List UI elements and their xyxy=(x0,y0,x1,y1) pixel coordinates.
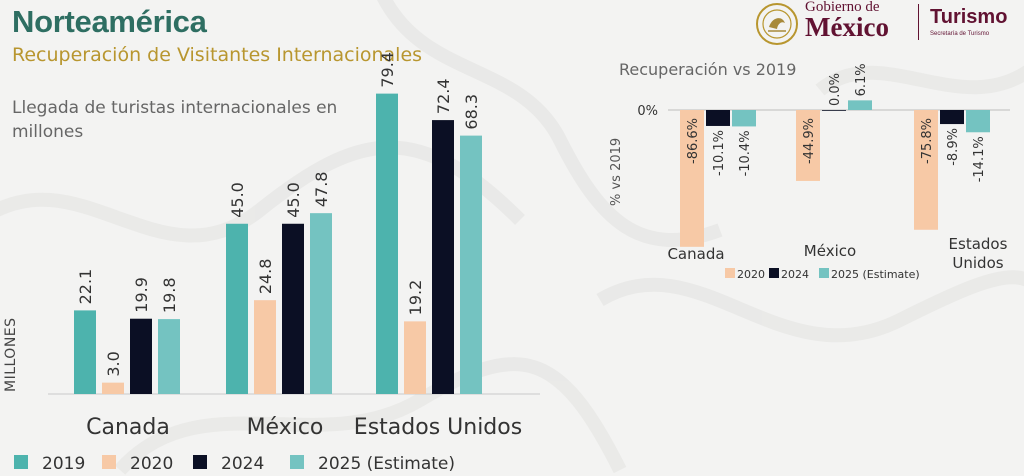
data-label: 24.8 xyxy=(256,259,275,295)
data-label: 79.4 xyxy=(378,52,397,88)
bar xyxy=(460,135,482,394)
left-chart-title: Llegada de turistas internacionales en m… xyxy=(12,98,338,142)
bar xyxy=(282,223,304,394)
bar xyxy=(376,93,398,395)
legend-swatch xyxy=(769,268,779,278)
bar xyxy=(74,310,96,394)
bar xyxy=(966,110,990,133)
data-label: -14.1% xyxy=(972,136,987,182)
legend-swatch xyxy=(193,455,207,469)
bar xyxy=(254,300,276,394)
data-label: -10.1% xyxy=(712,130,727,176)
legend-swatch xyxy=(290,455,304,469)
data-label: 45.0 xyxy=(284,182,303,218)
logo-gobierno-text: Gobierno de xyxy=(805,0,880,15)
category-label: México xyxy=(804,242,856,260)
category-label: Unidos xyxy=(952,254,1003,272)
bar xyxy=(404,321,426,394)
data-label: -86.6% xyxy=(686,118,701,164)
legend-label: 2019 xyxy=(42,454,85,474)
legend-swatch xyxy=(819,268,829,278)
category-label: Canada xyxy=(86,415,170,440)
legend-label: 2020 xyxy=(737,268,765,281)
bar xyxy=(796,110,820,181)
bar xyxy=(732,110,756,127)
data-label: 68.3 xyxy=(462,94,481,130)
logo-secretaria-text: Secretaría de Turismo xyxy=(930,31,990,37)
category-label: Canada xyxy=(667,245,724,263)
data-label: 45.0 xyxy=(228,182,247,218)
legend-swatch xyxy=(14,455,28,469)
category-label: Estados Unidos xyxy=(354,415,522,440)
right-chart-title: Recuperación vs 2019 xyxy=(619,60,797,79)
legend-swatch xyxy=(725,268,735,278)
data-label: 6.1% xyxy=(854,63,869,96)
bar xyxy=(432,120,454,395)
data-label: -75.8% xyxy=(920,118,935,164)
logo-turismo-text: Turismo xyxy=(930,6,1008,28)
data-label: 3.0 xyxy=(104,351,123,376)
bar xyxy=(102,382,124,394)
data-label: 72.4 xyxy=(434,78,453,114)
legend-label: 2024 xyxy=(781,268,809,281)
data-label: 19.2 xyxy=(406,280,425,316)
data-label: 0.0% xyxy=(828,73,843,106)
data-label: -8.9% xyxy=(946,128,961,166)
data-label: -44.9% xyxy=(802,118,817,164)
logo-divider xyxy=(918,4,919,40)
bar xyxy=(680,110,704,247)
bar xyxy=(310,213,332,394)
bar xyxy=(848,100,872,110)
legend-label: 2025 (Estimate) xyxy=(318,454,455,474)
legend-label: 2020 xyxy=(130,454,173,474)
data-label: 19.8 xyxy=(160,277,179,313)
legend-label: 2025 (Estimate) xyxy=(831,268,920,281)
bar xyxy=(706,110,730,126)
bar xyxy=(158,319,180,394)
legend-swatch xyxy=(102,455,116,469)
legend-label: 2024 xyxy=(221,454,264,474)
coat-of-arms-icon xyxy=(756,3,798,45)
zero-tick-label: 0% xyxy=(637,104,658,119)
gobierno-turismo-logo: Gobierno de México Turismo Secretaría de… xyxy=(752,0,1024,48)
data-label: 19.9 xyxy=(132,277,151,313)
bar xyxy=(940,110,964,125)
bar xyxy=(822,110,846,111)
bar xyxy=(914,110,938,230)
category-label: México xyxy=(247,415,324,440)
logo-mexico-text: México xyxy=(805,12,889,42)
category-label: Estados xyxy=(949,235,1008,253)
page-title: Norteamérica xyxy=(12,4,207,39)
page-subtitle: Recuperación de Visitantes Internacional… xyxy=(12,44,423,66)
bar xyxy=(226,223,248,394)
bar xyxy=(130,318,152,394)
data-label: -10.4% xyxy=(738,130,753,176)
data-label: 47.8 xyxy=(312,172,331,208)
data-label: 22.1 xyxy=(76,269,95,305)
